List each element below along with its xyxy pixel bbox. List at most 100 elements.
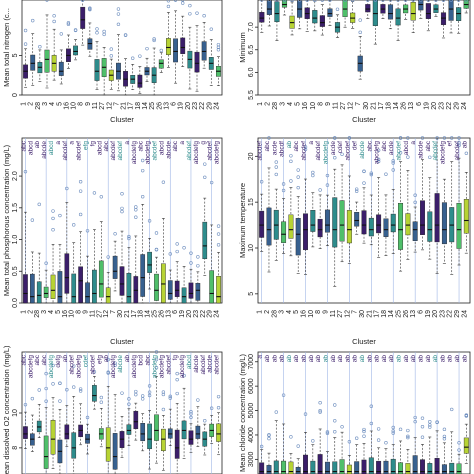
outlier-point <box>120 192 124 196</box>
outlier-point <box>134 392 138 397</box>
y-tick-label: 5.5 <box>248 90 255 100</box>
outlier-point <box>297 0 302 2</box>
x-tick-label: 18 <box>381 310 388 318</box>
box-8 <box>319 15 325 27</box>
outlier-point <box>78 179 83 184</box>
outlier-point <box>391 431 395 435</box>
x-tick-label: 7 <box>110 310 117 314</box>
outlier-point <box>72 223 76 227</box>
y-tick-label: 6000 <box>248 378 255 394</box>
x-tick-label: 17 <box>374 310 381 318</box>
outlier-point <box>195 11 199 15</box>
box-26 <box>405 463 411 474</box>
outlier-point <box>391 425 395 430</box>
outlier-point <box>216 42 221 47</box>
outlier-point <box>406 435 410 440</box>
x-tick-label: 4 <box>287 102 294 106</box>
outlier-point <box>391 159 395 163</box>
significance-letters: ab <box>461 141 468 149</box>
plot-frame <box>257 0 471 96</box>
outlier-point <box>259 444 264 449</box>
outlier-point <box>281 188 286 193</box>
outlier-point <box>335 7 340 11</box>
significance-letters: abcdef <box>186 141 193 161</box>
box-19 <box>427 463 433 474</box>
significance-letters: abcdefg <box>374 141 381 165</box>
outlier-point <box>274 410 278 414</box>
y-tick-label: 4000 <box>248 427 255 443</box>
x-tick-label: 4 <box>286 310 293 314</box>
box-6 <box>420 200 425 235</box>
outlier-point <box>450 136 454 140</box>
box-28 <box>274 1 280 23</box>
box-11 <box>92 385 97 402</box>
outlier-point <box>428 423 432 427</box>
significance-letters: abcdefg <box>145 141 152 165</box>
outlier-point <box>161 407 166 412</box>
significance-letters: abcdefg <box>151 355 158 379</box>
outlier-point <box>403 0 408 2</box>
outlier-point <box>369 172 374 177</box>
outlier-point <box>289 435 293 439</box>
x-tick-label: 2 <box>264 310 271 314</box>
box-19 <box>425 3 431 19</box>
significance-letters: acde <box>271 141 278 155</box>
outlier-point <box>78 189 83 193</box>
significance-letters: defg <box>55 355 62 368</box>
x-tick-label: 21 <box>370 102 377 110</box>
y-tick-label: 5 <box>12 53 19 57</box>
outlier-point <box>58 399 62 403</box>
outlier-point <box>411 0 415 2</box>
significance-letters: a <box>124 141 131 145</box>
x-tick-label: 2 <box>264 102 271 106</box>
outlier-point <box>413 415 417 420</box>
x-tick-label: 10 <box>308 310 315 318</box>
outlier-point <box>196 255 200 259</box>
box-12 <box>346 210 352 244</box>
outlier-point <box>318 188 322 192</box>
outlier-point <box>420 416 425 420</box>
outlier-point <box>464 414 469 418</box>
x-tick-label: 21 <box>124 310 131 318</box>
outlier-point <box>281 182 286 186</box>
box-8 <box>317 454 323 474</box>
outlier-point <box>384 172 388 176</box>
significance-letters: a <box>308 141 315 145</box>
outlier-point <box>305 0 309 2</box>
outlier-point <box>140 158 145 163</box>
outlier-point <box>120 209 124 214</box>
box-3 <box>281 0 288 8</box>
outlier-point <box>303 147 308 152</box>
outlier-point <box>391 161 395 165</box>
outlier-point <box>188 12 192 16</box>
box-29 <box>456 203 462 249</box>
y-tick-label: 3000 <box>248 451 255 467</box>
outlier-point <box>350 0 355 2</box>
outlier-point <box>95 27 99 31</box>
box-1 <box>259 210 265 238</box>
box-19 <box>180 37 186 54</box>
y-tick-label: 0.5 <box>12 266 19 276</box>
outlier-point <box>209 406 214 410</box>
box-11 <box>92 269 97 304</box>
box-16 <box>303 213 308 251</box>
x-tick-label: 27 <box>99 102 106 110</box>
x-tick-label: 26 <box>158 310 165 318</box>
box-26 <box>161 263 166 303</box>
outlier-point <box>274 160 278 164</box>
box-7 <box>354 461 360 474</box>
outlier-point <box>106 255 110 259</box>
x-tick-label: 6 <box>172 310 179 314</box>
significance-letters: ab <box>352 355 359 363</box>
outlier-point <box>161 392 166 397</box>
x-tick-label: 11 <box>333 102 340 109</box>
box-18 <box>140 254 146 297</box>
outlier-point <box>259 180 264 184</box>
outlier-point <box>116 22 121 27</box>
outlier-point <box>131 56 135 60</box>
significance-letters: abcd <box>403 141 410 155</box>
significance-letters: ab <box>359 355 366 363</box>
significance-letters: a <box>55 141 62 145</box>
x-axis-label: Cluster <box>110 337 134 346</box>
